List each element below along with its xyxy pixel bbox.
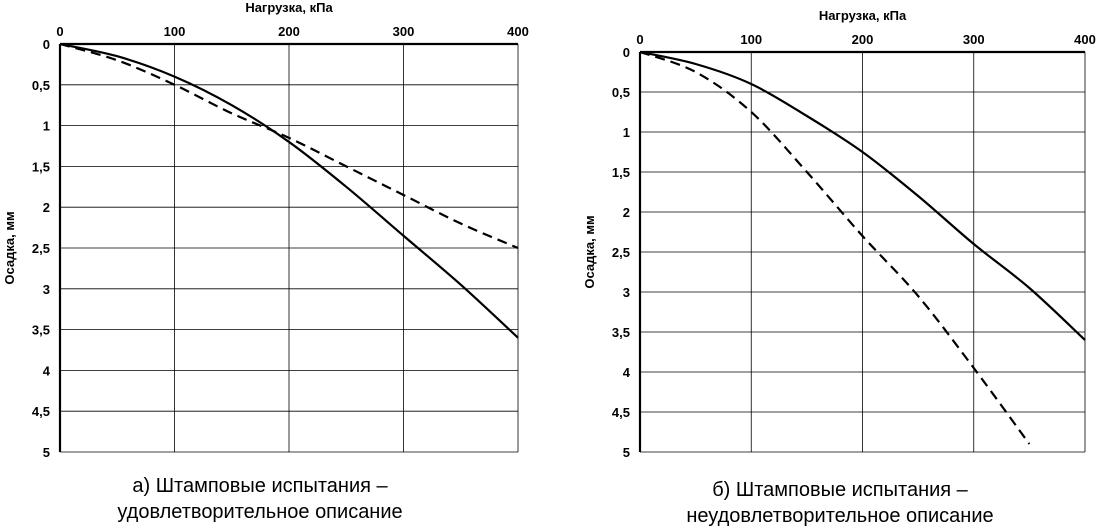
x-tick-label: 200 bbox=[852, 32, 874, 47]
y-tick-label: 4,5 bbox=[612, 405, 630, 420]
chart-caption-line1: б) Штамповые испытания – bbox=[712, 479, 968, 501]
chart-caption-line2: удовлетворительное описание bbox=[117, 501, 402, 523]
y-tick-label: 3 bbox=[43, 282, 50, 297]
y-tick-label: 5 bbox=[43, 445, 50, 460]
x-tick-label: 0 bbox=[636, 32, 643, 47]
chart-a: 0 100 200 300 400 0 0,5 1 1,5 2 2,5 3 3,5 4 4,5 5 Нагруз… bbox=[2, 0, 529, 523]
y-tick-label: 1 bbox=[43, 119, 50, 134]
y-tick-label: 0 bbox=[43, 37, 50, 52]
y-tick-label: 2 bbox=[623, 205, 630, 220]
x-tick-label: 200 bbox=[278, 24, 300, 39]
y-tick-label: 5 bbox=[623, 445, 630, 460]
series-line-dashed bbox=[639, 50, 1031, 445]
x-axis-label: Нагрузка, кПа bbox=[245, 0, 333, 15]
y-tick-label: 3,5 bbox=[612, 325, 630, 340]
y-tick-label: 3 bbox=[623, 285, 630, 300]
y-tick-label: 0,5 bbox=[612, 85, 630, 100]
y-tick-label: 4 bbox=[623, 365, 631, 380]
x-tick-label: 0 bbox=[56, 24, 63, 39]
x-tick-label: 400 bbox=[1074, 32, 1096, 47]
x-tick-label: 100 bbox=[740, 32, 762, 47]
chart-b: 0 100 200 300 400 0 0,5 1 1,5 2 2,5 3 3,5 4 4,5 5 Нагруз… bbox=[582, 8, 1096, 527]
y-axis-label: Осадка, мм bbox=[582, 215, 597, 288]
y-tick-label: 3,5 bbox=[32, 323, 50, 338]
y-axis-label: Осадка, мм bbox=[2, 211, 17, 284]
x-tick-label: 300 bbox=[393, 24, 415, 39]
x-tick-label: 100 bbox=[164, 24, 186, 39]
x-tick-label: 400 bbox=[507, 24, 529, 39]
series-line-solid bbox=[639, 50, 1086, 341]
y-tick-label: 4 bbox=[43, 363, 51, 378]
x-axis-label: Нагрузка, кПа bbox=[819, 8, 907, 23]
series-line-solid bbox=[59, 42, 519, 339]
chart-caption-line1: а) Штамповые испытания – bbox=[132, 475, 388, 497]
chart-caption-line2: неудовлетворительное описание bbox=[686, 505, 993, 527]
y-tick-label: 2,5 bbox=[32, 241, 50, 256]
y-tick-label: 0,5 bbox=[32, 78, 50, 93]
y-tick-label: 0 bbox=[623, 45, 630, 60]
y-tick-label: 4,5 bbox=[32, 404, 50, 419]
y-tick-label: 2,5 bbox=[612, 245, 630, 260]
y-tick-label: 2 bbox=[43, 200, 50, 215]
y-tick-label: 1 bbox=[623, 125, 630, 140]
series-line-dashed bbox=[59, 42, 519, 250]
x-tick-label: 300 bbox=[963, 32, 985, 47]
y-tick-label: 1,5 bbox=[612, 165, 630, 180]
y-tick-label: 1,5 bbox=[32, 159, 50, 174]
